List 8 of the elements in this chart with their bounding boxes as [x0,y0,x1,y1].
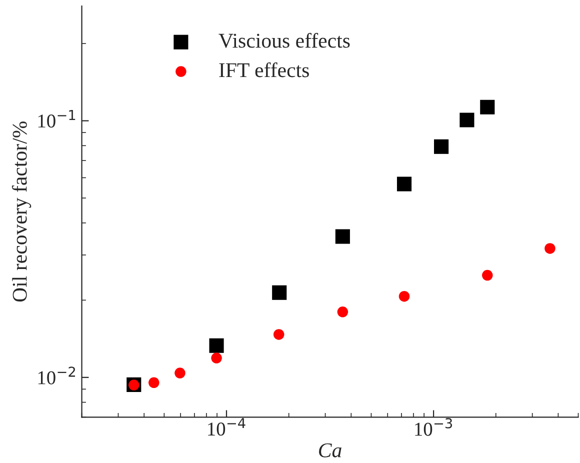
y-tick-label: 10$^{−1}$ [38,110,76,128]
legend-label: Viscious effects [218,32,350,48]
y-axis-title: Oil recovery factor/% [12,121,32,302]
y-tick-label: 10$^{−2}$ [38,366,75,384]
x-axis-title: Ca [319,443,342,458]
legend-label: IFT effects [219,62,309,78]
x-tick-label: 10$^{−3}$ [415,418,452,436]
x-tick-label: 10$^{−4}$ [208,418,246,436]
